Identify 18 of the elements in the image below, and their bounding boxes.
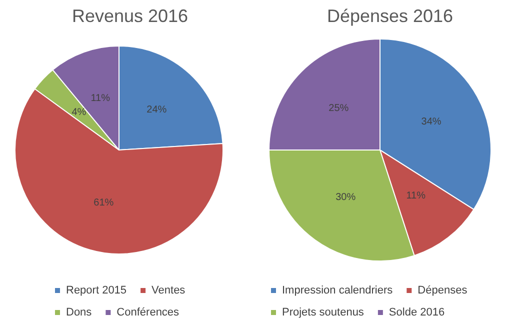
chart-title: Dépenses 2016 bbox=[326, 6, 454, 26]
data-label: 24% bbox=[146, 104, 167, 116]
legend-label: Dépenses bbox=[418, 284, 468, 296]
legend-label: Solde 2016 bbox=[388, 306, 445, 318]
legend-label: Dons bbox=[66, 306, 92, 318]
legend-label: Impression calendriers bbox=[282, 284, 394, 296]
data-label: 11% bbox=[90, 92, 110, 104]
legend-label: Conférences bbox=[116, 306, 180, 318]
data-label: 25% bbox=[328, 103, 349, 114]
legend-label: Projets soutenus bbox=[282, 306, 364, 318]
data-label: 11% bbox=[406, 190, 426, 202]
data-label: 4% bbox=[72, 106, 86, 118]
chart-title: Revenus 2016 bbox=[72, 6, 188, 26]
legend-label: Report 2015 bbox=[66, 284, 127, 296]
data-label: 34% bbox=[421, 116, 442, 128]
data-label: 61% bbox=[94, 197, 114, 208]
legend-label: Ventes bbox=[152, 284, 186, 296]
data-label: 30% bbox=[336, 192, 356, 203]
